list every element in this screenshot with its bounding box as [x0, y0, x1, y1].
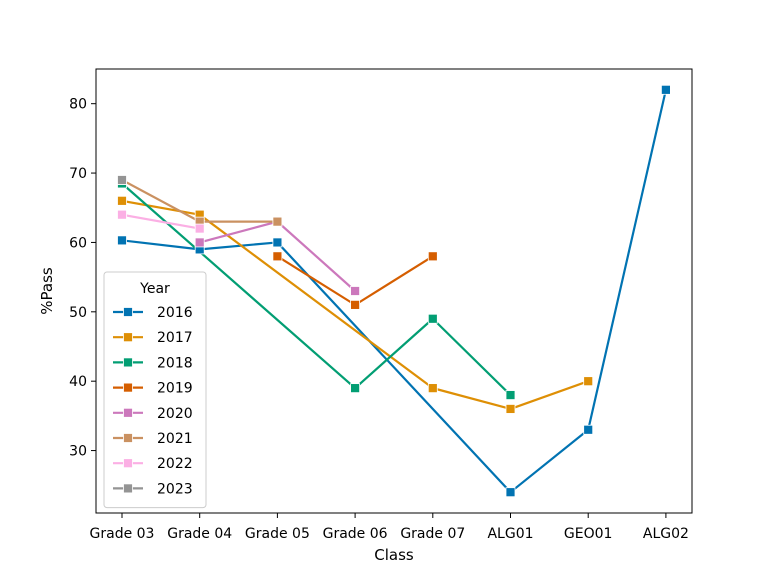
data-point-2016 — [117, 235, 127, 246]
legend-swatch-marker — [123, 357, 133, 368]
data-point-2017 — [117, 195, 127, 206]
data-point-2018 — [505, 390, 516, 400]
legend-entry-label: 2017 — [157, 330, 193, 346]
x-tick-label: GEO01 — [564, 526, 613, 542]
y-tick-label: 30 — [69, 444, 87, 460]
legend-entry-label: 2021 — [157, 431, 193, 447]
series-line-2022 — [121, 213, 200, 230]
x-tick-label: Grade 07 — [400, 526, 465, 542]
data-point-2018 — [427, 313, 438, 324]
x-tick-label: Grade 03 — [90, 526, 155, 542]
data-point-2020 — [350, 286, 361, 296]
legend-entry-label: 2020 — [157, 406, 193, 422]
series-markers — [117, 84, 671, 498]
data-point-2020 — [194, 237, 205, 248]
x-tick-label: ALG02 — [643, 526, 689, 542]
data-point-2016 — [583, 424, 594, 435]
x-tick-label: Grade 04 — [167, 526, 232, 542]
legend-entry-label: 2022 — [157, 456, 193, 472]
series-line-2018 — [121, 182, 512, 396]
y-tick-label: 50 — [69, 305, 87, 321]
x-axis-label: Class — [374, 546, 414, 564]
legend-box — [103, 271, 207, 509]
data-point-2022 — [117, 209, 127, 220]
series-line-2016 — [121, 89, 667, 494]
data-point-2019 — [350, 299, 361, 310]
data-point-2022 — [194, 223, 205, 234]
data-point-2016 — [505, 487, 516, 498]
data-point-2019 — [272, 251, 283, 262]
data-point-2017 — [505, 404, 516, 414]
y-axis: 30 40 50 60 70 80 — [69, 97, 96, 460]
legend-title: Year — [139, 281, 170, 297]
y-tick-label: 40 — [69, 374, 87, 390]
y-axis-label: %Pass — [38, 267, 56, 315]
data-point-2016 — [272, 237, 283, 248]
legend-swatch-marker — [123, 332, 133, 343]
x-tick-label: ALG01 — [487, 526, 533, 542]
legend-swatch-marker — [123, 307, 133, 317]
data-point-2017 — [427, 383, 438, 394]
legend-swatch-marker — [123, 458, 133, 469]
y-tick-label: 60 — [69, 235, 87, 251]
x-tick-label: Grade 06 — [323, 526, 388, 542]
legend-swatch-marker — [123, 433, 133, 443]
data-point-2019 — [427, 251, 438, 262]
data-point-2018 — [350, 383, 361, 394]
legend-entry-label: 2019 — [157, 381, 193, 397]
legend-swatch-marker — [123, 483, 133, 494]
y-tick-label: 70 — [69, 166, 87, 182]
x-axis: Grade 03 Grade 04 Grade 05 Grade 06 Grade 07… — [90, 513, 689, 542]
data-point-2016 — [661, 84, 671, 95]
data-point-2017 — [583, 376, 594, 387]
plot-frame — [95, 68, 693, 514]
data-point-2023 — [117, 175, 127, 185]
legend: Year 2016 2017 2018 2019 2020 2021 2022 2023 — [103, 271, 207, 509]
legend-swatch-marker — [123, 407, 133, 418]
legend-entry-label: 2018 — [157, 355, 193, 371]
legend-entry-label: 2016 — [157, 305, 193, 321]
y-tick-label: 80 — [69, 97, 87, 113]
x-tick-label: Grade 05 — [245, 526, 310, 542]
legend-entry-label: 2023 — [157, 481, 193, 497]
legend-swatch-marker — [123, 382, 133, 393]
data-point-2021 — [272, 216, 283, 227]
